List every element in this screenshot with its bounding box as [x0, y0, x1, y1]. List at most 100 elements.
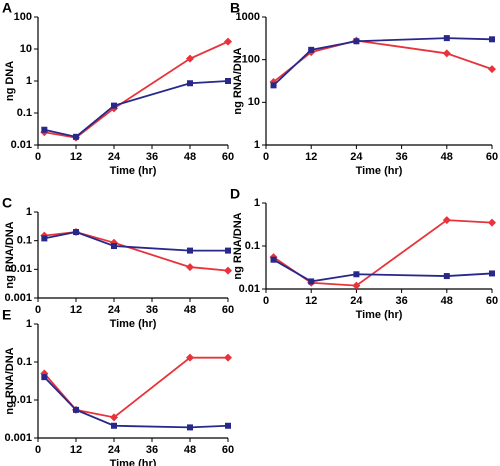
- y-tick-label: 0.1: [17, 107, 32, 119]
- point: [73, 229, 79, 236]
- point: [224, 37, 232, 46]
- x-tick-label: 24: [350, 295, 363, 307]
- x-tick-label: 48: [441, 151, 453, 163]
- x-tick-label: 36: [146, 151, 158, 163]
- point: [187, 247, 193, 254]
- series-line: [44, 80, 229, 138]
- point: [73, 133, 79, 140]
- x-axis-label: Time (hr): [356, 309, 403, 321]
- x-tick-label: 0: [35, 304, 41, 316]
- x-tick-label: 0: [35, 444, 41, 456]
- point: [41, 374, 48, 381]
- series-line: [43, 376, 229, 429]
- x-tick-label: 0: [35, 151, 41, 163]
- y-tick-label: 100: [242, 54, 260, 66]
- point: [443, 273, 450, 280]
- point: [41, 126, 48, 133]
- series-line: [273, 258, 493, 283]
- point: [442, 49, 451, 58]
- point: [442, 216, 451, 225]
- point: [488, 218, 496, 227]
- x-tick-label: 12: [305, 151, 317, 163]
- panel-label: D: [230, 186, 240, 202]
- x-tick-label: 60: [486, 295, 498, 307]
- y-axis-label: ng RNA/DNA: [232, 212, 244, 279]
- point: [187, 424, 193, 431]
- series-line: [44, 231, 228, 252]
- y-axis-label: ng RNA/DNA: [4, 347, 16, 414]
- y-tick-label: 1: [26, 75, 32, 87]
- point: [186, 54, 194, 63]
- point: [353, 271, 360, 278]
- y-tick-label: 100: [14, 11, 32, 23]
- y-tick-label: 0.1: [17, 356, 32, 368]
- y-tick-label: 0.001: [4, 432, 32, 444]
- x-tick-label: 36: [146, 444, 158, 456]
- point: [224, 353, 232, 362]
- point: [225, 78, 231, 84]
- x-axis-label: Time (hr): [110, 318, 157, 330]
- point: [308, 278, 315, 285]
- y-tick-label: 1000: [236, 11, 260, 23]
- x-tick-label: 60: [222, 304, 234, 316]
- panel-label: C: [2, 195, 12, 211]
- y-tick-label: 1: [26, 206, 32, 218]
- x-axis-label: Time (hr): [356, 165, 403, 177]
- y-tick-label: 10: [20, 43, 32, 55]
- point: [224, 266, 232, 275]
- panel-label: E: [2, 307, 11, 323]
- point: [489, 36, 495, 43]
- x-tick-label: 12: [70, 151, 82, 163]
- series-line: [44, 40, 229, 139]
- y-axis-label: ng DNA: [4, 61, 16, 101]
- point: [308, 46, 315, 53]
- y-tick-label: 0.1: [17, 235, 32, 247]
- point: [111, 102, 117, 109]
- y-tick-label: 0.001: [4, 292, 32, 304]
- y-tick-label: 0.01: [11, 139, 32, 151]
- x-tick-label: 36: [395, 151, 407, 163]
- point: [41, 235, 48, 242]
- x-tick-label: 0: [263, 151, 269, 163]
- x-tick-label: 24: [108, 444, 121, 456]
- point: [225, 422, 231, 429]
- x-tick-label: 36: [146, 304, 158, 316]
- point: [443, 35, 450, 42]
- point: [353, 38, 360, 45]
- y-tick-label: 10: [248, 96, 260, 108]
- x-tick-label: 12: [70, 444, 82, 456]
- x-tick-label: 48: [184, 151, 196, 163]
- point: [110, 413, 118, 422]
- point: [111, 422, 117, 429]
- x-axis-label: Time (hr): [110, 458, 157, 466]
- point: [270, 256, 277, 263]
- panel-label: B: [230, 0, 240, 16]
- x-tick-label: 0: [263, 295, 269, 307]
- point: [352, 281, 361, 290]
- x-axis-label: Time (hr): [110, 165, 157, 177]
- point: [186, 263, 194, 272]
- y-tick-label: 1: [254, 139, 260, 151]
- x-tick-label: 48: [184, 444, 196, 456]
- series-line: [43, 356, 228, 419]
- point: [73, 406, 79, 413]
- point: [488, 65, 496, 74]
- x-tick-label: 60: [222, 151, 234, 163]
- x-tick-label: 60: [486, 151, 498, 163]
- y-axis-label: ng RNA/DNA: [4, 221, 16, 288]
- series-line: [272, 39, 493, 83]
- point: [186, 353, 194, 362]
- y-tick-label: 0.01: [11, 263, 32, 275]
- x-tick-label: 36: [395, 295, 407, 307]
- x-tick-label: 60: [222, 444, 234, 456]
- x-tick-label: 24: [108, 304, 121, 316]
- point: [270, 82, 277, 89]
- x-tick-label: 24: [108, 151, 121, 163]
- y-axis-label: ng RNA/DNA: [232, 47, 244, 114]
- x-tick-label: 12: [305, 295, 317, 307]
- panel-label: A: [2, 0, 12, 16]
- y-tick-label: 1: [26, 318, 32, 330]
- x-tick-label: 48: [441, 295, 453, 307]
- y-tick-label: 0.01: [11, 394, 32, 406]
